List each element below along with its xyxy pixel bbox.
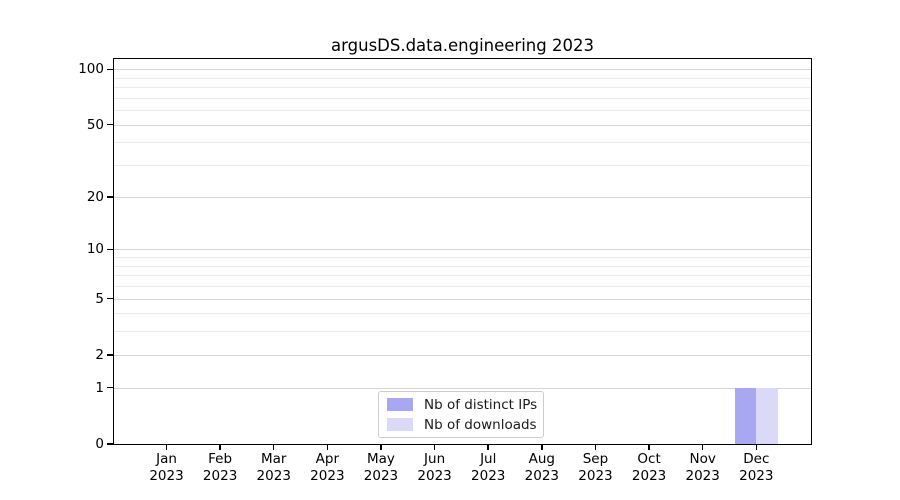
legend: Nb of distinct IPs Nb of downloads xyxy=(378,391,544,438)
x-tick-mark-7 xyxy=(541,444,543,450)
x-tick-mark-3 xyxy=(326,444,329,450)
legend-entry-distinct-ips: Nb of distinct IPs xyxy=(387,396,538,413)
x-tick-mark-6 xyxy=(487,444,489,450)
x-tick-mark-0 xyxy=(165,444,168,450)
x-tick-label-1: Feb 2023 xyxy=(202,451,238,484)
gridline-minor-4 xyxy=(114,313,811,315)
x-tick-mark-5 xyxy=(433,444,436,450)
y-tick-mark-0 xyxy=(107,443,113,445)
legend-label-distinct-ips: Nb of distinct IPs xyxy=(424,396,538,413)
y-tick-label-20: 20 xyxy=(86,188,104,205)
x-tick-mark-9 xyxy=(648,444,650,450)
y-tick-label-50: 50 xyxy=(86,116,104,133)
y-tick-mark-20 xyxy=(107,196,113,198)
x-tick-label-0: Jan 2023 xyxy=(149,451,184,484)
gridline-major-20 xyxy=(114,196,811,198)
gridline-major-1 xyxy=(114,387,811,389)
x-tick-mark-10 xyxy=(701,444,704,450)
gridline-minor-70 xyxy=(114,97,811,99)
gridline-minor-7 xyxy=(114,275,811,277)
y-tick-mark-5 xyxy=(107,297,113,300)
y-tick-label-10: 10 xyxy=(86,241,104,258)
legend-swatch-downloads xyxy=(387,418,413,431)
y-tick-mark-10 xyxy=(107,248,113,251)
gridline-minor-30 xyxy=(114,165,811,167)
gridline-minor-6 xyxy=(114,285,811,287)
x-tick-mark-2 xyxy=(272,444,275,450)
x-tick-mark-1 xyxy=(219,444,221,450)
x-tick-label-8: Sep 2023 xyxy=(578,451,613,484)
x-tick-mark-11 xyxy=(755,444,758,450)
y-tick-label-100: 100 xyxy=(78,61,104,78)
gridline-major-50 xyxy=(114,124,811,126)
legend-label-downloads: Nb of downloads xyxy=(424,416,537,433)
bar-downloads-dec-2023 xyxy=(756,387,778,444)
gridline-major-10 xyxy=(114,249,811,251)
gridline-minor-3 xyxy=(114,331,811,333)
gridline-minor-9 xyxy=(114,257,811,259)
x-tick-label-6: Jul 2023 xyxy=(471,451,506,484)
gridline-minor-8 xyxy=(114,265,811,267)
chart-title: argusDS.data.engineering 2023 xyxy=(331,36,594,55)
x-tick-label-7: Aug 2023 xyxy=(524,451,559,484)
y-tick-mark-100 xyxy=(107,68,113,70)
y-tick-label-2: 2 xyxy=(95,346,104,363)
gridline-major-2 xyxy=(114,354,811,356)
y-tick-label-0: 0 xyxy=(95,436,104,452)
y-tick-mark-50 xyxy=(107,123,113,126)
x-tick-label-4: May 2023 xyxy=(363,451,399,484)
x-tick-label-10: Nov 2023 xyxy=(685,451,720,484)
x-tick-label-3: Apr 2023 xyxy=(310,451,345,484)
y-tick-mark-2 xyxy=(107,354,113,356)
y-tick-mark-1 xyxy=(107,386,113,389)
gridline-major-5 xyxy=(114,298,811,300)
y-tick-label-5: 5 xyxy=(95,290,104,307)
plot-area xyxy=(114,60,811,445)
gridline-minor-90 xyxy=(114,77,811,79)
legend-swatch-distinct-ips xyxy=(387,398,413,411)
plot-border xyxy=(112,58,812,445)
x-tick-mark-4 xyxy=(380,444,382,450)
gridline-major-100 xyxy=(114,69,811,71)
bar-distinct-ips-dec-2023 xyxy=(734,387,757,444)
legend-entry-downloads: Nb of downloads xyxy=(387,416,537,433)
x-tick-label-2: Mar 2023 xyxy=(256,451,291,484)
gridline-minor-40 xyxy=(114,142,811,144)
gridline-minor-60 xyxy=(114,110,811,112)
gridline-minor-80 xyxy=(114,87,811,89)
x-tick-mark-8 xyxy=(594,444,597,450)
x-tick-label-9: Oct 2023 xyxy=(631,451,667,484)
x-tick-label-11: Dec 2023 xyxy=(739,451,774,484)
y-tick-label-1: 1 xyxy=(95,379,104,396)
x-tick-label-5: Jun 2023 xyxy=(417,451,452,484)
